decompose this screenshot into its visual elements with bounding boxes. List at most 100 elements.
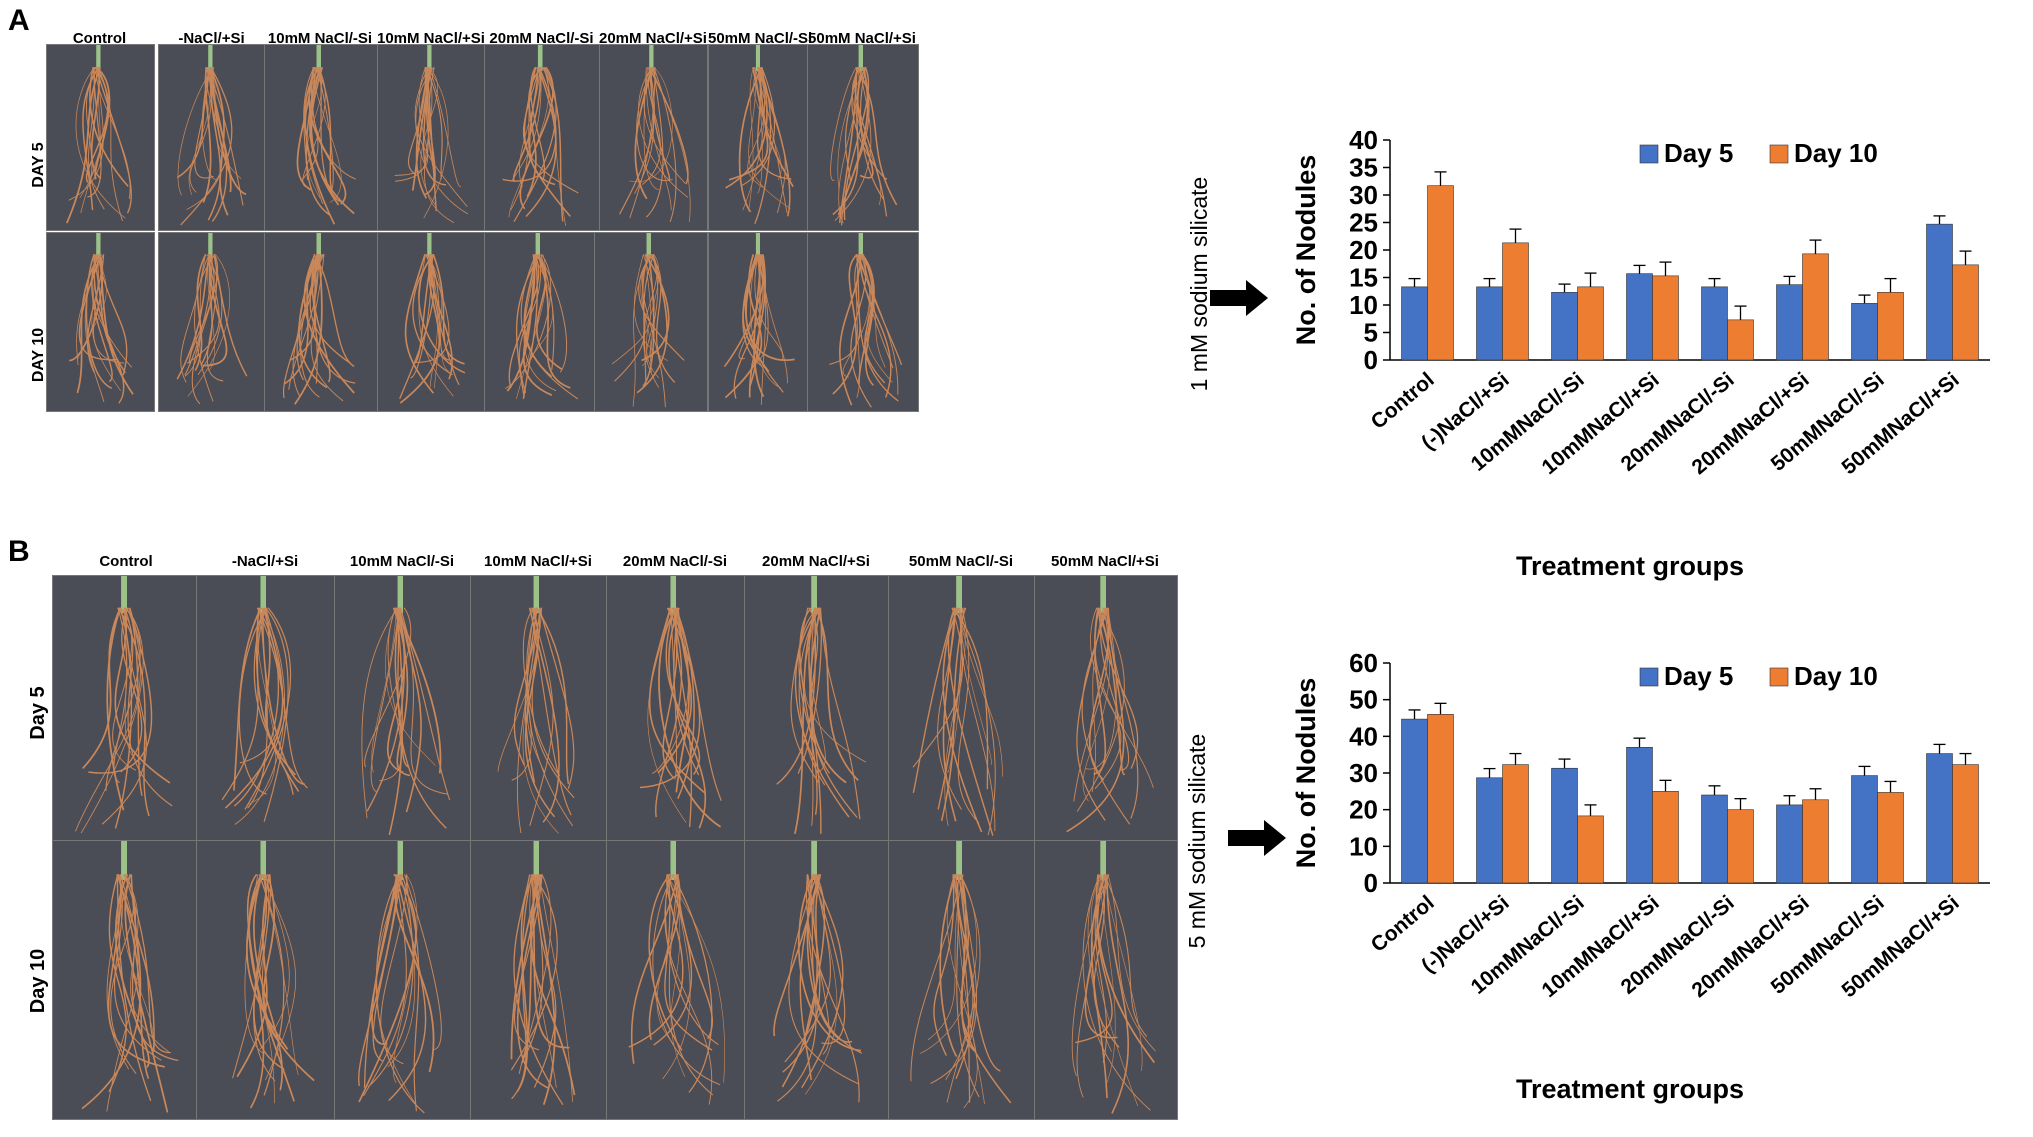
root-photo — [807, 232, 919, 412]
root-photo — [52, 575, 202, 842]
root-photo — [52, 840, 202, 1120]
root-photo — [46, 44, 155, 231]
panel-letter-b: B — [8, 535, 30, 568]
column-label: 50mM NaCl/-Si — [908, 553, 1014, 570]
bar — [1476, 286, 1503, 361]
root-photo — [196, 575, 336, 842]
y-tick-label: 35 — [1349, 153, 1378, 183]
bar — [1551, 767, 1578, 884]
x-tick-label: Control — [1367, 891, 1439, 957]
y-tick-label: 10 — [1349, 290, 1378, 320]
root-photo — [1034, 840, 1178, 1120]
row-label-day5: Day 5 — [27, 686, 49, 740]
root-photo — [264, 232, 378, 412]
root-photo — [888, 575, 1036, 842]
bar — [1727, 319, 1754, 361]
right-arrow-icon — [1210, 280, 1268, 316]
root-photo — [888, 840, 1036, 1120]
y-tick-label: 30 — [1349, 180, 1378, 210]
root-photo — [606, 840, 746, 1120]
y-tick-label: 40 — [1349, 125, 1378, 155]
root-photo — [470, 575, 608, 842]
row-label-day10: Day 10 — [27, 948, 49, 1014]
y-tick-label: 5 — [1364, 318, 1378, 348]
y-tick-label: 10 — [1349, 831, 1378, 861]
root-photo — [744, 575, 890, 842]
column-label: 20mM NaCl/+Si — [599, 30, 707, 47]
bar — [1701, 286, 1728, 361]
legend-label: Day 5 — [1664, 138, 1733, 168]
root-photo — [334, 840, 472, 1120]
root-photo — [158, 44, 267, 231]
root-photo — [196, 840, 336, 1120]
root-photo — [594, 232, 708, 412]
bar — [1802, 799, 1829, 884]
bar — [1476, 777, 1503, 884]
y-tick-label: 0 — [1364, 868, 1378, 898]
bar — [1802, 253, 1829, 361]
right-arrow-icon — [1228, 820, 1286, 856]
root-photo — [708, 232, 812, 412]
legend-label: Day 10 — [1794, 138, 1878, 168]
legend-swatch — [1639, 667, 1659, 687]
root-photo — [377, 44, 486, 231]
y-tick-label: 15 — [1349, 263, 1378, 293]
column-label: 20mM NaCl/-Si — [622, 553, 728, 570]
legend-swatch — [1639, 144, 1659, 164]
y-tick-label: 20 — [1349, 235, 1378, 265]
bar — [1401, 286, 1428, 361]
root-photo — [484, 232, 596, 412]
column-label: Control — [72, 30, 127, 47]
bar — [1626, 747, 1653, 884]
bar — [1952, 764, 1979, 884]
bar — [1727, 809, 1754, 884]
column-label: Control — [99, 553, 153, 570]
bar — [1577, 286, 1604, 361]
bar — [1776, 284, 1803, 361]
legend-label: Day 10 — [1794, 661, 1878, 691]
root-photo — [334, 575, 472, 842]
bar — [1926, 753, 1953, 884]
bar — [1551, 292, 1578, 361]
y-axis-label: No. of Nodules — [1291, 155, 1321, 346]
root-photo — [606, 575, 746, 842]
bar — [1926, 223, 1953, 361]
bar — [1652, 791, 1679, 884]
y-tick-label: 30 — [1349, 758, 1378, 788]
bar — [1577, 815, 1604, 884]
column-label: 20mM NaCl/-Si — [489, 30, 594, 47]
treatment-label: 5 mM sodium silicate — [1184, 733, 1210, 949]
bar — [1952, 264, 1979, 361]
root-photo — [1034, 575, 1178, 842]
y-tick-label: 60 — [1349, 648, 1378, 678]
column-label: -NaCl/+Si — [178, 30, 245, 47]
column-label: -NaCl/+Si — [231, 553, 299, 570]
root-photo — [377, 232, 486, 412]
column-label: 50mM NaCl/+Si — [1051, 553, 1159, 570]
y-tick-label: 50 — [1349, 685, 1378, 715]
y-tick-label: 0 — [1364, 345, 1378, 375]
root-photo — [807, 44, 919, 231]
nodule-chart-5mm: 0102030405060Control(-)NaCl/+Si10mMNaCl/… — [1291, 648, 1990, 1104]
bar — [1652, 275, 1679, 361]
column-label: 50mM NaCl/+Si — [808, 30, 916, 47]
root-photo — [484, 44, 601, 231]
y-axis-label: No. of Nodules — [1291, 678, 1321, 869]
bar — [1776, 804, 1803, 884]
column-label: 50mM NaCl/-Si — [708, 30, 813, 47]
root-photo — [744, 840, 890, 1120]
column-label: 20mM NaCl/+Si — [762, 553, 870, 570]
panel-letter-a: A — [8, 4, 30, 37]
x-tick-label: Control — [1367, 368, 1439, 434]
bar — [1851, 775, 1878, 884]
bar — [1626, 273, 1653, 361]
bar — [1502, 764, 1529, 884]
bar — [1427, 185, 1454, 361]
legend-swatch — [1769, 144, 1789, 164]
y-tick-label: 25 — [1349, 208, 1378, 238]
legend-label: Day 5 — [1664, 661, 1733, 691]
root-photo — [708, 44, 812, 231]
x-axis-label: Treatment groups — [1516, 1074, 1744, 1104]
legend-swatch — [1769, 667, 1789, 687]
bar — [1877, 792, 1904, 884]
